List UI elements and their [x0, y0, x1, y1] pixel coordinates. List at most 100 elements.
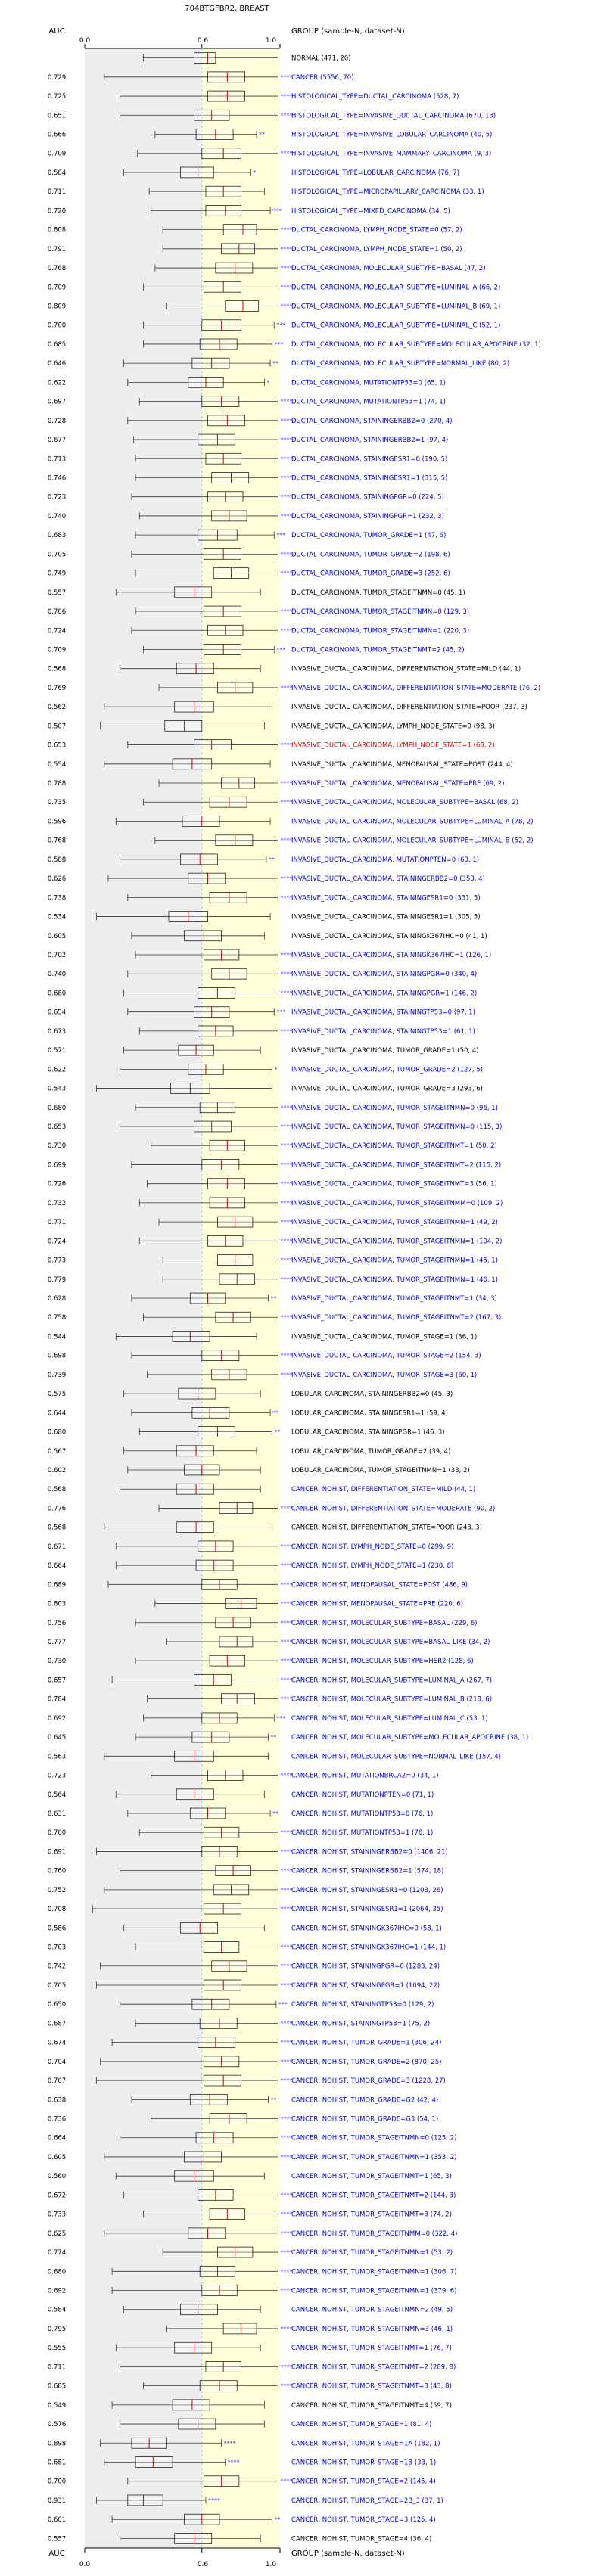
- auc-value: 0.564: [48, 1791, 66, 1799]
- auc-value: 0.557: [48, 2535, 66, 2543]
- box: [198, 2037, 236, 2048]
- auc-value: 0.562: [48, 704, 66, 711]
- row-104: **** 0.674 CANCER, NOHIST, TUMOR_GRADE=1 (…: [48, 2037, 441, 2048]
- auc-value: 0.777: [48, 1639, 66, 1646]
- row-116: **** 0.680 CANCER, NOHIST, TUMOR_STAGEITNM…: [48, 2265, 456, 2277]
- significance-stars: ****: [280, 780, 292, 787]
- row-52: 0.571 INVASIVE_DUCTAL_CARCINOMA, TUMOR_GR…: [48, 1044, 479, 1056]
- group-label: CANCER, NOHIST, STAININGPGR=0 (1283, 24): [291, 1963, 440, 1971]
- row-49: **** 0.680 INVASIVE_DUCTAL_CARCINOMA, STAI…: [48, 987, 477, 999]
- group-label: CANCER, NOHIST, STAININGTP53=1 (75, 2): [291, 2020, 430, 2028]
- auc-value: 0.602: [48, 1467, 66, 1474]
- group-label: DUCTAL_CARCINOMA, TUMOR_GRADE=2 (198, 6): [291, 551, 450, 558]
- group-label: CANCER, NOHIST, DIFFERENTIATION_STATE=MO…: [291, 1505, 495, 1512]
- group-label: CANCER, NOHIST, STAININGERBB2=0 (1406, 2…: [291, 1848, 448, 1856]
- row-118: 0.584 CANCER, NOHIST, TUMOR_STAGEITNMN=2 …: [48, 2304, 453, 2316]
- row-103: **** 0.687 CANCER, NOHIST, STAININGTP53=1 …: [48, 2018, 430, 2029]
- row-41: **** 0.768 INVASIVE_DUCTAL_CARCINOMA, MOLE…: [48, 834, 534, 847]
- box: [221, 777, 255, 789]
- significance-stars: ****: [280, 2059, 292, 2065]
- group-label: CANCER, NOHIST, TUMOR_STAGEITNMN=0 (125,…: [291, 2135, 456, 2143]
- group-label: DUCTAL_CARCINOMA, MOLECULAR_SUBTYPE=MOLE…: [291, 341, 541, 349]
- group-label: INVASIVE_DUCTAL_CARCINOMA, TUMOR_GRADE=1…: [291, 1047, 479, 1055]
- row-61: **** 0.771 INVASIVE_DUCTAL_CARCINOMA, TUMO…: [48, 1216, 498, 1228]
- auc-header-top: AUC: [48, 27, 64, 36]
- box: [198, 987, 236, 999]
- row-40: 0.596 INVASIVE_DUCTAL_CARCINOMA, MOLECULA…: [48, 816, 534, 827]
- significance-stars: ****: [280, 1982, 292, 1989]
- significance-stars: ****: [280, 1848, 292, 1855]
- significance-stars: **: [269, 856, 275, 863]
- group-label: DUCTAL_CARCINOMA, MUTATIONTP53=0 (65, 1): [291, 379, 446, 387]
- auc-value: 0.507: [48, 722, 66, 730]
- row-25: *** 0.683 DUCTAL_CARCINOMA, TUMOR_GRADE=1 …: [48, 529, 446, 541]
- auc-header-bottom: AUC: [48, 2550, 64, 2558]
- row-105: **** 0.704 CANCER, NOHIST, TUMOR_GRADE=2 (…: [48, 2056, 441, 2068]
- box: [135, 2456, 173, 2468]
- row-0: NORMAL (471, 20): [142, 52, 351, 64]
- auc-value: 0.746: [48, 474, 66, 482]
- row-67: 0.544 INVASIVE_DUCTAL_CARCINOMA, TUMOR_ST…: [48, 1331, 477, 1342]
- box: [209, 2113, 247, 2124]
- significance-stars: ****: [280, 1161, 292, 1168]
- group-label: INVASIVE_DUCTAL_CARCINOMA, STAININGESR1=…: [291, 894, 481, 902]
- row-69: **** 0.739 INVASIVE_DUCTAL_CARCINOMA, TUMO…: [48, 1369, 477, 1381]
- significance-stars: ****: [280, 1562, 292, 1569]
- group-label: INVASIVE_DUCTAL_CARCINOMA, TUMOR_STAGEIT…: [291, 1314, 501, 1322]
- chart-title: 704BTGFBR2, BREAST: [185, 5, 269, 13]
- group-label: INVASIVE_DUCTAL_CARCINOMA, TUMOR_STAGEIT…: [291, 1238, 502, 1245]
- row-88: ** 0.645 CANCER, NOHIST, MOLECULAR_SUBTYPE…: [48, 1731, 528, 1743]
- auc-value: 0.555: [48, 2345, 66, 2352]
- group-label: INVASIVE_DUCTAL_CARCINOMA, MOLECULAR_SUB…: [291, 837, 534, 845]
- group-label: DUCTAL_CARCINOMA, STAININGESR1=1 (315, 5…: [291, 474, 447, 482]
- significance-stars: ****: [280, 2116, 292, 2123]
- auc-value: 0.791: [48, 246, 66, 253]
- box: [203, 2074, 241, 2087]
- row-128: **** 0.931 CANCER, NOHIST, TUMOR_STAGE=2B_…: [48, 2494, 443, 2506]
- significance-stars: ****: [280, 2249, 292, 2256]
- box: [176, 663, 214, 675]
- box: [191, 1998, 230, 2010]
- group-label: LOBULAR_CARCINOMA, STAININGERBB2=0 (45, …: [291, 1391, 453, 1398]
- significance-stars: ****: [280, 1944, 292, 1951]
- group-label: INVASIVE_DUCTAL_CARCINOMA, TUMOR_STAGE=2…: [291, 1353, 481, 1360]
- auc-value: 0.568: [48, 1486, 66, 1493]
- row-39: **** 0.735 INVASIVE_DUCTAL_CARCINOMA, MOLE…: [48, 796, 518, 808]
- significance-stars: ****: [280, 551, 292, 558]
- group-label: INVASIVE_DUCTAL_CARCINOMA, TUMOR_STAGEIT…: [291, 1200, 503, 1207]
- significance-stars: **: [271, 1295, 277, 1302]
- auc-value: 0.768: [48, 265, 66, 272]
- group-label: DUCTAL_CARCINOMA, TUMOR_STAGEITNMT=2 (45…: [291, 646, 465, 654]
- group-label: INVASIVE_DUCTAL_CARCINOMA, TUMOR_STAGEIT…: [291, 1161, 501, 1169]
- group-label: CANCER, NOHIST, MOLECULAR_SUBTYPE=HER2 (…: [291, 1658, 474, 1665]
- group-label: CANCER, NOHIST, TUMOR_GRADE=1 (306, 24): [291, 2040, 441, 2047]
- row-29: **** 0.706 DUCTAL_CARCINOMA, TUMOR_STAGEIT…: [48, 605, 469, 617]
- row-64: **** 0.779 INVASIVE_DUCTAL_CARCINOMA, TUMO…: [48, 1273, 498, 1285]
- group-label: INVASIVE_DUCTAL_CARCINOMA, TUMOR_STAGEIT…: [291, 1142, 497, 1150]
- box: [209, 796, 247, 808]
- row-78: **** 0.671 CANCER, NOHIST, LYMPH_NODE_STAT…: [48, 1540, 453, 1552]
- row-57: **** 0.730 INVASIVE_DUCTAL_CARCINOMA, TUMO…: [48, 1139, 497, 1151]
- significance-stars: ****: [280, 151, 292, 157]
- auc-value: 0.728: [48, 418, 66, 425]
- significance-stars: ****: [280, 570, 292, 577]
- group-label: INVASIVE_DUCTAL_CARCINOMA, TUMOR_STAGE=3…: [291, 1372, 477, 1379]
- row-6: * 0.584 HISTOLOGICAL_TYPE=LOBULAR_CARCINOM…: [48, 166, 459, 179]
- group-label: INVASIVE_DUCTAL_CARCINOMA, MOLECULAR_SUB…: [291, 799, 518, 806]
- auc-value: 0.740: [48, 971, 66, 978]
- group-label: CANCER, NOHIST, TUMOR_STAGEITNMN=3 (46, …: [291, 2326, 453, 2333]
- box: [205, 205, 241, 216]
- box: [222, 2323, 257, 2335]
- box: [184, 2151, 222, 2163]
- significance-stars: **: [259, 131, 265, 138]
- group-label: INVASIVE_DUCTAL_CARCINOMA, STAININGTP53=…: [291, 1009, 475, 1017]
- auc-value: 0.713: [48, 455, 66, 463]
- box: [219, 1636, 254, 1648]
- auc-value: 0.557: [48, 589, 66, 597]
- row-68: **** 0.698 INVASIVE_DUCTAL_CARCINOMA, TUMO…: [48, 1350, 481, 1362]
- auc-value: 0.788: [48, 780, 66, 788]
- significance-stars: ****: [280, 1219, 292, 1226]
- row-5: **** 0.709 HISTOLOGICAL_TYPE=INVASIVE_MAMM…: [48, 148, 491, 160]
- significance-stars: ****: [280, 437, 292, 443]
- x-tick-label-2: 1.0: [266, 37, 277, 45]
